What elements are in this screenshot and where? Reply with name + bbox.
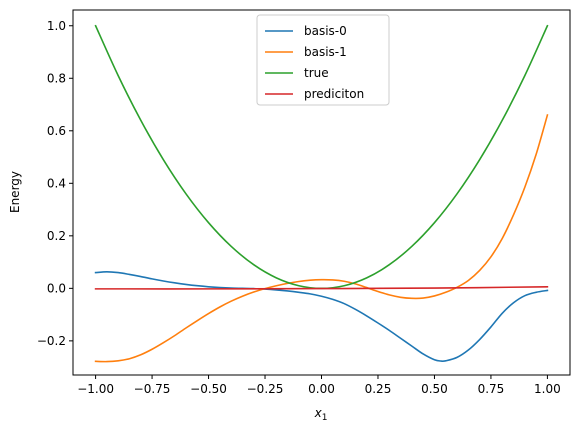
y-tick-label: 0.2 bbox=[47, 229, 66, 243]
y-tick-label: 0.8 bbox=[47, 71, 66, 85]
legend-label-basis-1: basis-1 bbox=[304, 45, 347, 59]
y-tick-label: 0.6 bbox=[47, 124, 66, 138]
y-tick-label: −0.2 bbox=[37, 334, 66, 348]
legend-label-true: true bbox=[304, 66, 329, 80]
x-tick-label: −0.50 bbox=[190, 382, 227, 396]
x-tick-label: 0.75 bbox=[478, 382, 505, 396]
x-axis-label: x1 bbox=[314, 406, 328, 423]
y-tick-label: 1.0 bbox=[47, 19, 66, 33]
x-axis-ticks: −1.00 −0.75 −0.50 −0.25 0.00 0.25 0.50 0.75 1.00 bbox=[77, 375, 561, 396]
series-layer bbox=[94, 24, 549, 363]
series-line-basis-0 bbox=[94, 271, 549, 363]
series-line-prediciton bbox=[94, 285, 549, 290]
y-tick-label: 0.4 bbox=[47, 176, 66, 190]
x-tick-label: 1.00 bbox=[534, 382, 561, 396]
x-tick-label: 0.50 bbox=[421, 382, 448, 396]
legend-frame bbox=[256, 14, 390, 106]
x-tick-label: 0.00 bbox=[308, 382, 335, 396]
x-tick-label: −0.75 bbox=[134, 382, 171, 396]
y-axis-label: Energy bbox=[8, 171, 22, 213]
legend: basis-0 basis-1 true prediciton bbox=[256, 14, 390, 106]
x-tick-label: −0.25 bbox=[247, 382, 284, 396]
y-tick-label: 0.0 bbox=[47, 281, 66, 295]
legend-label-basis-0: basis-0 bbox=[304, 24, 347, 38]
series-line-basis-1 bbox=[94, 114, 549, 363]
x-tick-label: 0.25 bbox=[365, 382, 392, 396]
x-axis-label-main: x bbox=[314, 406, 323, 420]
legend-label-prediciton: prediciton bbox=[304, 87, 364, 101]
y-axis-ticks: −0.2 0.0 0.2 0.4 0.6 0.8 1.0 bbox=[37, 19, 73, 348]
x-axis-label-subscript: 1 bbox=[322, 413, 328, 423]
x-tick-label: −1.00 bbox=[77, 382, 114, 396]
